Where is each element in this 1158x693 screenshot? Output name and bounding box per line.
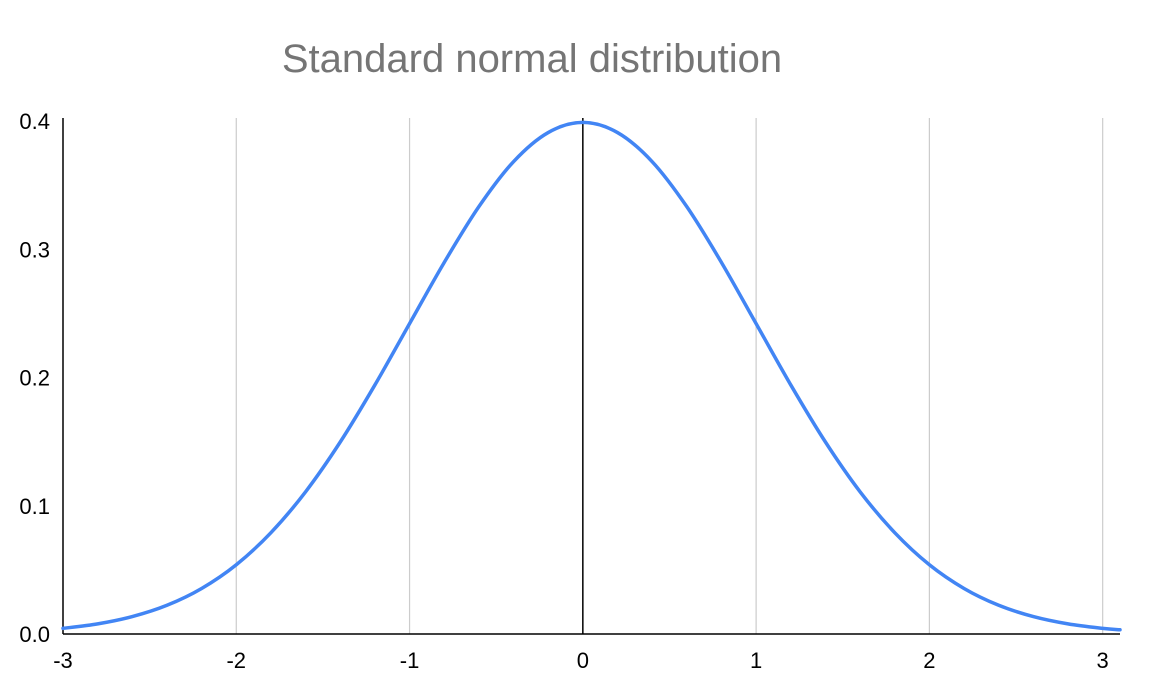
y-tick-labels: 0.0 0.1 0.2 0.3 0.4 — [19, 109, 50, 647]
x-tick-label: 3 — [1097, 648, 1109, 673]
y-tick-label: 0.4 — [19, 109, 50, 134]
x-tick-label: -2 — [226, 648, 246, 673]
series-layer — [61, 120, 1122, 632]
x-tick-label: -1 — [400, 648, 420, 673]
x-tick-label: 1 — [750, 648, 762, 673]
y-tick-label: 0.0 — [19, 622, 50, 647]
axes — [62, 118, 1120, 635]
chart-title: Standard normal distribution — [282, 37, 782, 81]
gridlines — [235, 118, 1104, 634]
y-tick-label: 0.2 — [19, 366, 50, 391]
x-tick-labels: -3 -2 -1 0 1 2 3 — [53, 648, 1109, 673]
series-line — [61, 120, 1122, 632]
y-tick-label: 0.1 — [19, 494, 50, 519]
y-tick-label: 0.3 — [19, 237, 50, 262]
x-tick-label: -3 — [53, 648, 73, 673]
x-tick-label: 0 — [577, 648, 589, 673]
x-tick-label: 2 — [923, 648, 935, 673]
